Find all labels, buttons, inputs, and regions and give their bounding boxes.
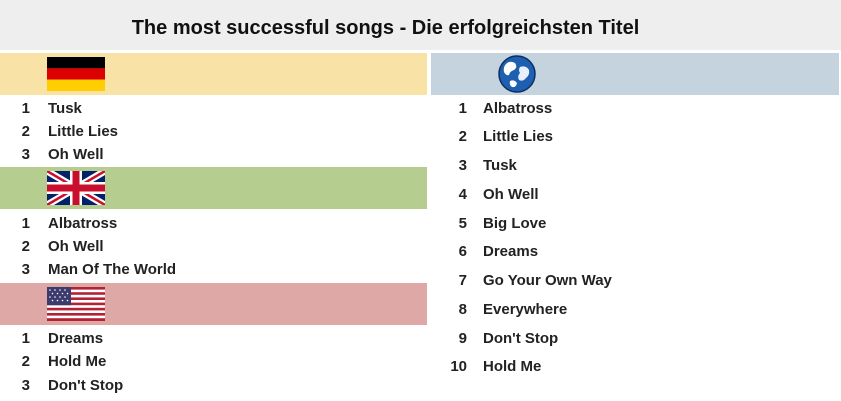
globe-icon	[496, 54, 538, 94]
rank: 6	[458, 243, 467, 260]
rank: 3	[458, 157, 467, 174]
rank: 1	[21, 100, 30, 117]
song-title: Dreams	[483, 243, 539, 260]
rank: 8	[458, 301, 467, 318]
germany-header-band	[0, 53, 427, 95]
rank: 9	[458, 330, 467, 347]
song-title: Tusk	[48, 100, 82, 117]
rank: 3	[21, 146, 30, 163]
usa-flag-icon	[47, 287, 105, 321]
song-title: Albatross	[48, 215, 118, 232]
rank: 1	[458, 100, 467, 117]
world-header-band	[431, 53, 839, 95]
uk-header-band	[0, 167, 427, 209]
song-title: Everywhere	[483, 301, 568, 318]
rank: 2	[21, 238, 30, 255]
rank: 3	[21, 261, 30, 278]
song-title: Don't Stop	[48, 377, 124, 394]
rank: 1	[21, 215, 30, 232]
rank: 10	[450, 358, 467, 375]
song-title: Oh Well	[483, 186, 539, 203]
rank: 3	[21, 377, 30, 394]
rank: 2	[458, 128, 467, 145]
usa-header-band	[0, 283, 427, 325]
rank: 5	[458, 215, 467, 232]
song-title: Oh Well	[48, 146, 104, 163]
song-title: Go Your Own Way	[483, 272, 612, 289]
rank: 2	[21, 123, 30, 140]
song-title: Hold Me	[48, 353, 107, 370]
rank: 7	[458, 272, 467, 289]
song-title: Don't Stop	[483, 330, 559, 347]
song-title: Tusk	[483, 157, 517, 174]
uk-flag-icon	[47, 171, 105, 205]
song-title: Albatross	[483, 100, 553, 117]
song-title: Little Lies	[483, 128, 554, 145]
song-title: Little Lies	[48, 123, 119, 140]
song-title: Oh Well	[48, 238, 104, 255]
rank: 2	[21, 353, 30, 370]
rank: 1	[21, 330, 30, 347]
rank: 4	[458, 186, 467, 203]
song-title: Man Of The World	[48, 261, 177, 278]
song-title: Dreams	[48, 330, 104, 347]
title-bar	[0, 0, 841, 50]
germany-flag-icon	[47, 57, 105, 91]
page-title: The most successful songs - Die erfolgre…	[131, 17, 640, 39]
song-title: Hold Me	[483, 358, 542, 375]
song-title: Big Love	[483, 215, 547, 232]
